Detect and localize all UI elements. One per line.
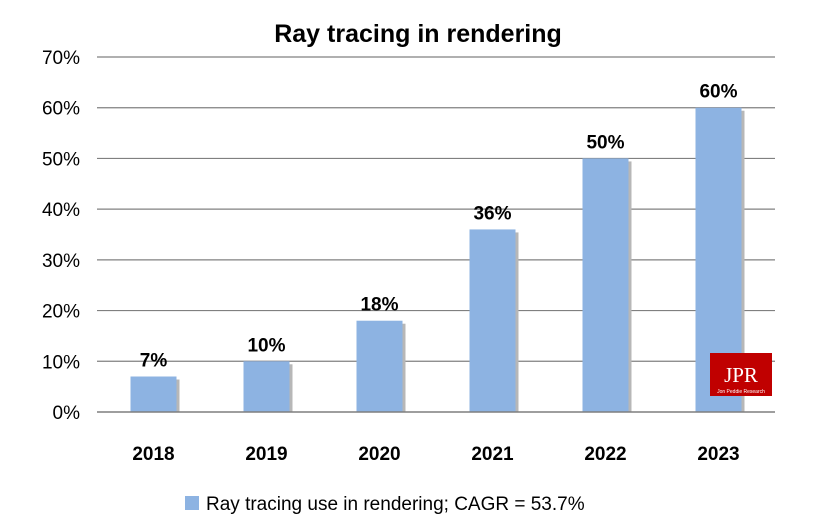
data-label: 36% bbox=[473, 203, 511, 224]
y-tick-label: 0% bbox=[53, 403, 81, 424]
bar bbox=[469, 229, 516, 412]
data-labels: 7% 10% 18% 36% 50% 60% bbox=[140, 82, 738, 372]
y-tick-label: 30% bbox=[42, 251, 80, 272]
legend-swatch bbox=[185, 496, 199, 510]
data-label: 18% bbox=[360, 295, 398, 316]
y-tick-label: 20% bbox=[42, 302, 80, 323]
bar bbox=[582, 158, 629, 412]
x-tick-label: 2021 bbox=[471, 444, 514, 465]
x-axis-labels: 2018 2019 2020 2021 2022 2023 bbox=[132, 444, 739, 465]
y-tick-label: 70% bbox=[42, 48, 80, 69]
jpr-logo-subtext: Jon Peddie Research bbox=[717, 389, 765, 395]
x-tick-label: 2023 bbox=[697, 444, 739, 465]
y-tick-label: 10% bbox=[42, 352, 80, 373]
chart-title: Ray tracing in rendering bbox=[274, 20, 562, 48]
bar bbox=[243, 361, 290, 412]
y-tick-label: 50% bbox=[42, 149, 80, 170]
jpr-logo: JPR Jon Peddie Research bbox=[710, 353, 772, 396]
data-label: 7% bbox=[140, 351, 168, 372]
bar bbox=[130, 376, 177, 412]
data-label: 10% bbox=[247, 335, 285, 356]
gridlines bbox=[97, 56, 775, 362]
y-tick-label: 60% bbox=[42, 99, 80, 120]
x-tick-label: 2018 bbox=[132, 444, 174, 465]
legend: Ray tracing use in rendering; CAGR = 53.… bbox=[185, 494, 585, 515]
x-tick-label: 2019 bbox=[245, 444, 287, 465]
x-tick-label: 2020 bbox=[358, 444, 400, 465]
y-axis-ticks: 0% 10% 20% 30% 40% 50% 60% 70% bbox=[42, 48, 80, 424]
data-label: 60% bbox=[699, 82, 737, 103]
x-tick-label: 2022 bbox=[584, 444, 626, 465]
y-tick-label: 40% bbox=[42, 200, 80, 221]
data-label: 50% bbox=[586, 132, 624, 153]
jpr-logo-background bbox=[710, 353, 772, 396]
bar bbox=[356, 320, 403, 412]
jpr-logo-text: JPR bbox=[724, 363, 758, 387]
legend-label: Ray tracing use in rendering; CAGR = 53.… bbox=[206, 494, 585, 515]
